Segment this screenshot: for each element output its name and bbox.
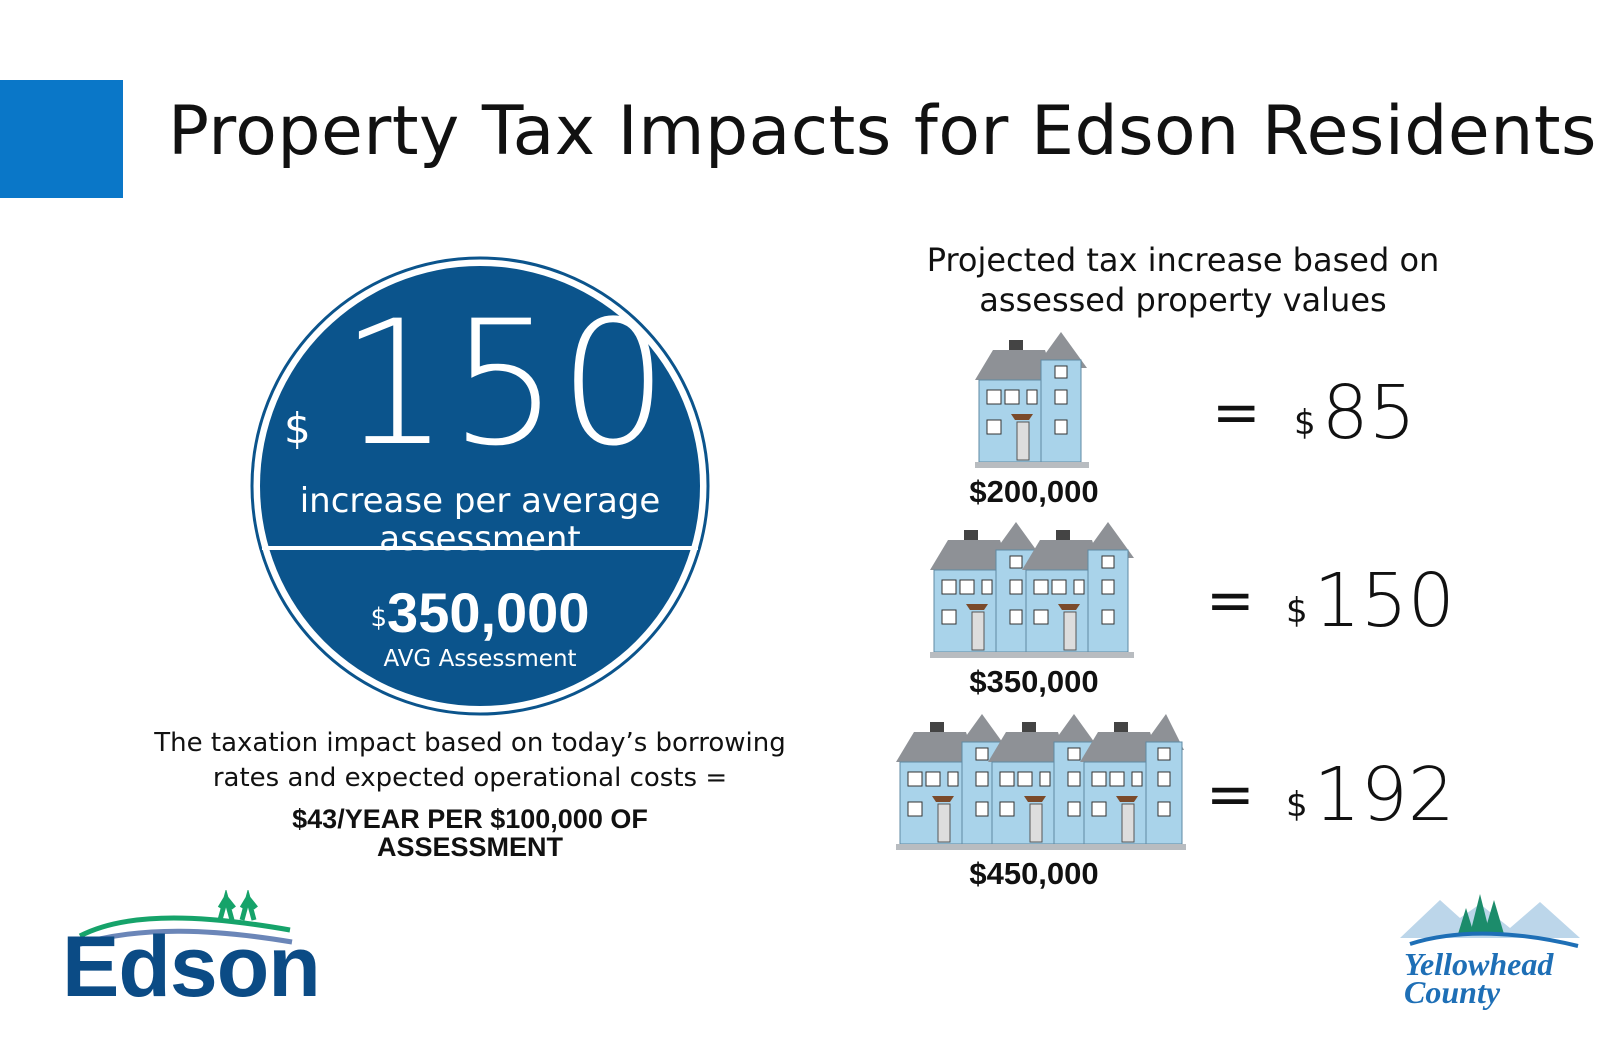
tax-increase-192: $192	[1286, 752, 1455, 838]
property-value-350k: $350,000	[969, 664, 1099, 699]
increase-amount: 192	[1313, 752, 1455, 838]
equals-sign: =	[1206, 566, 1255, 634]
increase-amount: 150	[1313, 558, 1455, 644]
taxation-note: The taxation impact based on today’s bor…	[154, 728, 786, 793]
currency-symbol: $	[1286, 785, 1308, 825]
yellowhead-county-logo-text: Yellowhead County	[1404, 946, 1554, 1010]
tax-increase-85: $85	[1294, 370, 1416, 456]
equals-sign: =	[1212, 378, 1261, 446]
house-icon-single	[975, 332, 1089, 476]
title-accent-block	[0, 80, 123, 198]
circle-subtitle: increase per average assessment	[299, 481, 661, 559]
avg-value: 350,000	[387, 581, 590, 644]
house-icon-triple	[896, 714, 1186, 858]
property-value-450k: $450,000	[969, 856, 1099, 891]
house-icon-double	[930, 522, 1134, 666]
avg-assessment-value: $350,000	[248, 580, 712, 645]
currency-symbol: $	[1294, 403, 1316, 443]
tax-rate: $43/YEAR PER $100,000 OF ASSESSMENT	[292, 804, 648, 862]
property-value-200k: $200,000	[969, 474, 1099, 509]
yellowhead-county-logo-graphic	[1400, 888, 1580, 962]
tax-increase-150: $150	[1286, 558, 1455, 644]
currency-symbol: $	[1286, 591, 1308, 631]
avg-currency-symbol: $	[370, 603, 388, 633]
page-title: Property Tax Impacts for Edson Residents	[168, 92, 1597, 171]
projection-heading: Projected tax increase based on assessed…	[926, 241, 1440, 319]
equals-sign: =	[1206, 760, 1255, 828]
average-increase-circle: $ 150 increase per average assessment $3…	[248, 254, 712, 718]
edson-logo-text: Edson	[62, 919, 321, 1015]
avg-assessment-label: AVG Assessment	[383, 646, 577, 672]
circle-graphic	[250, 256, 710, 716]
circle-currency-symbol: $	[284, 404, 311, 453]
edson-logo-graphic	[60, 888, 300, 954]
circle-amount: 150	[340, 283, 669, 484]
increase-amount: 85	[1321, 370, 1416, 456]
